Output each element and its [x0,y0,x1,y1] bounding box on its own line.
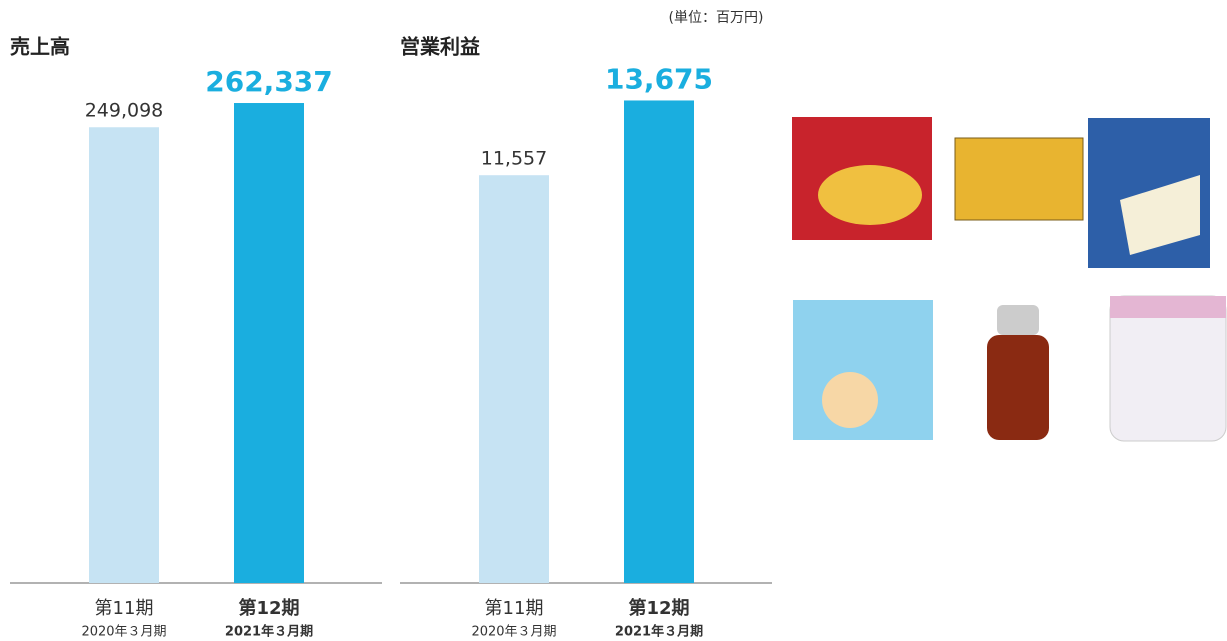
bar [89,127,159,583]
category-sublabel: 2021年３月期 [225,624,313,640]
bar [624,100,694,583]
product-image [987,335,1049,440]
category-sublabel: 2021年３月期 [615,624,703,640]
unit-note: (単位：百万円) [669,10,764,26]
value-label: 262,337 [205,65,333,98]
value-label: 249,098 [85,100,164,122]
value-label: 11,557 [481,148,547,170]
product-image [955,138,1083,220]
product-image [818,165,922,225]
product-images [792,117,1226,441]
category-label: 第11期 [95,598,154,619]
category-label: 第12期 [238,597,299,619]
product-image [822,372,878,428]
product-image [1110,296,1226,318]
chart-title: 営業利益 [400,35,480,59]
value-label: 13,675 [605,62,713,95]
bar [234,103,304,583]
product-image [997,305,1039,335]
chart-title: 売上高 [10,35,70,59]
category-sublabel: 2020年３月期 [81,625,166,640]
category-sublabel: 2020年３月期 [471,625,556,640]
category-label: 第12期 [628,597,689,619]
category-label: 第11期 [485,598,544,619]
bar [479,175,549,583]
page: (単位：百万円) 売上高 249,098 第11期 2020年３月期 262,337 第1… [0,0,1227,641]
